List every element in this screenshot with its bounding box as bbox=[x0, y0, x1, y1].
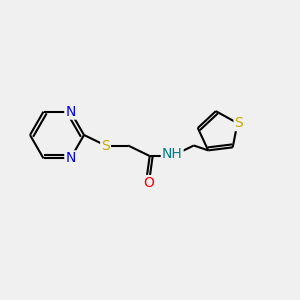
Text: O: O bbox=[143, 176, 154, 190]
Text: N: N bbox=[65, 105, 76, 118]
Text: NH: NH bbox=[162, 148, 183, 161]
Text: S: S bbox=[235, 116, 243, 130]
Text: N: N bbox=[65, 152, 76, 165]
Text: S: S bbox=[101, 139, 110, 152]
